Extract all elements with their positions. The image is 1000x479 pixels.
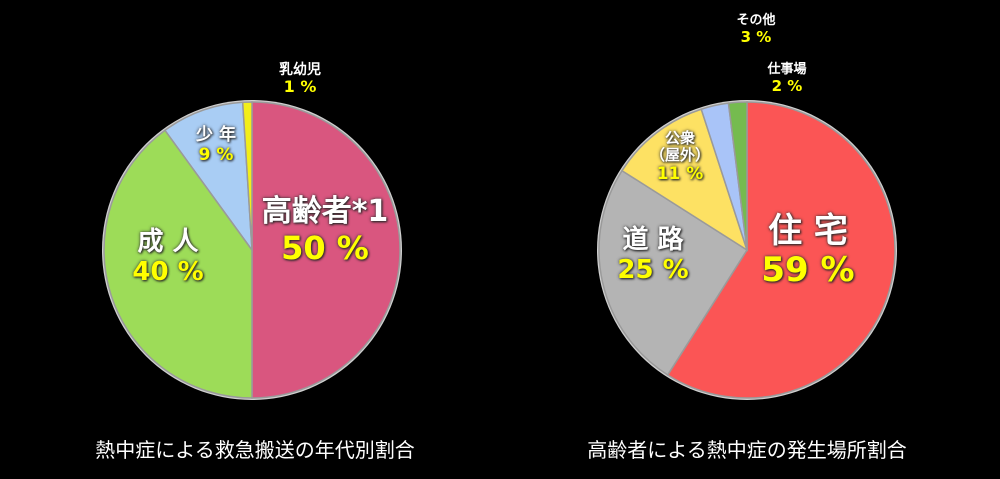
label-youth: 少 年 9 % [196,125,236,165]
label-public-outdoor: 公衆 （屋外） 11 % [649,129,711,184]
right-pie-svg [597,100,897,400]
label-other: その他 3 % [736,13,776,46]
pie-slice-3 [241,101,253,251]
age-group-pie-chart: 高齢者*1 50 % 成 人 40 % 少 年 9 % 乳幼児 1 % 熱中症に… [95,62,415,462]
pie-slice-1 [103,129,253,399]
pie-slice-0 [666,101,896,399]
label-infant: 乳幼児 1 % [279,62,321,97]
label-elderly: 高齢者*1 50 % [261,194,389,267]
pie-slice-2 [163,101,253,253]
pie-slice-4 [727,101,748,251]
label-adult: 成 人 40 % [132,227,204,287]
left-pie-svg [102,100,402,400]
left-pie-slices [102,100,402,400]
label-home: 住 宅 59 % [761,211,855,291]
left-chart-caption: 熱中症による救急搬送の年代別割合 [95,438,415,462]
label-road: 道 路 25 % [617,225,689,285]
pie-slice-1 [598,169,749,376]
location-pie-chart: 住 宅 59 % 道 路 25 % 公衆 （屋外） 11 % その他 3 % 仕… [495,0,995,479]
pie-slice-0 [251,101,401,399]
label-workplace: 仕事場 2 % [767,62,807,95]
pie-slice-2 [621,108,749,252]
right-pie-slices [597,100,897,400]
right-chart-caption: 高齢者による熱中症の発生場所割合 [587,438,907,462]
